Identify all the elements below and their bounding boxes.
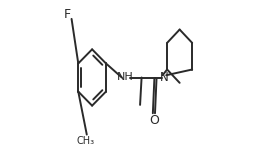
Text: N: N xyxy=(160,71,169,84)
Text: CH₃: CH₃ xyxy=(77,136,95,146)
Text: NH: NH xyxy=(117,73,134,82)
Text: O: O xyxy=(149,114,159,127)
Text: F: F xyxy=(64,8,71,21)
